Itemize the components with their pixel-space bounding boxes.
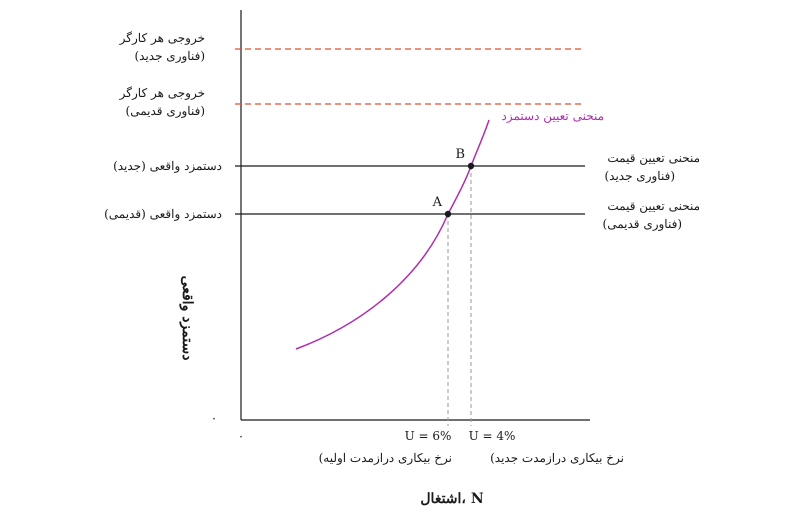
point-a-label: A — [432, 195, 443, 210]
output-old-label-1: خروجی هر کارگر — [119, 86, 205, 100]
point-b-label: B — [455, 147, 465, 162]
price-new-label-1: منحنی تعیین قیمت — [607, 151, 700, 165]
wage-new-label: دستمزد واقعی (جدید) — [113, 159, 222, 173]
price-old-label-2: (فناوری قدیمی) — [603, 217, 683, 231]
output-new-label-1: خروجی هر کارگر — [119, 31, 205, 45]
wage-curve-label: منحنی تعیین دستمزد — [502, 109, 604, 123]
y-axis-title: دستمزد واقعی — [179, 276, 195, 361]
point-a-dot — [444, 210, 452, 218]
wage-old-label: دستمزد واقعی (قدیمی) — [104, 207, 222, 221]
point-b-dot — [467, 162, 475, 170]
origin-y-label: ۰ — [211, 411, 217, 425]
tick-u4: U = 4% — [469, 429, 516, 443]
wage-setting-curve — [295, 119, 490, 350]
output-old-label-2: (فناوری قدیمی) — [126, 104, 206, 118]
price-old-label-1: منحنی تعیین قیمت — [607, 199, 700, 213]
tick-u6-desc: (نرخ بیکاری درازمدت اولیه — [319, 451, 452, 465]
tick-u6: U = 6% — [405, 429, 452, 443]
tick-u4-desc: (نرخ بیکاری درازمدت جدید — [490, 451, 624, 465]
output-new-label-2: (فناوری جدید) — [134, 49, 205, 63]
x-axis-title: اشتغال، N — [420, 491, 483, 507]
price-new-label-2: (فناوری جدید) — [604, 169, 675, 183]
origin-x-label: ۰ — [238, 429, 244, 443]
